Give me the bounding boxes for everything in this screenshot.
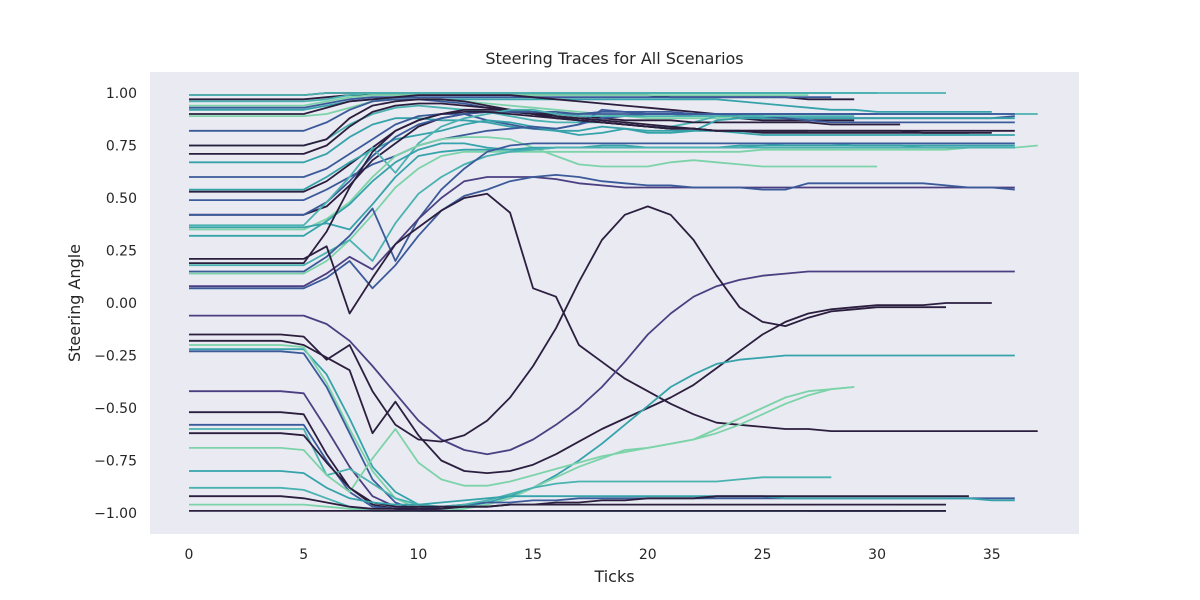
chart-title: Steering Traces for All Scenarios <box>485 49 743 68</box>
series-line-7 <box>189 98 992 113</box>
series-line-34 <box>189 302 992 475</box>
series-line-46 <box>189 495 969 510</box>
series-line-29 <box>189 173 1015 290</box>
series-line-4 <box>189 92 878 103</box>
x-tick-label: 10 <box>409 547 427 563</box>
series-line-17 <box>189 119 1015 191</box>
x-tick-label: 0 <box>185 547 194 563</box>
series-line-44 <box>189 470 1015 506</box>
x-axis-label: Ticks <box>593 567 634 586</box>
series-line-33 <box>189 205 946 443</box>
y-tick-label: −1.00 <box>94 506 137 522</box>
y-tick-label: 0.00 <box>106 296 137 312</box>
x-tick-label: 30 <box>868 547 886 563</box>
y-tick-label: 0.25 <box>106 244 137 260</box>
y-tick-label: −0.50 <box>94 401 137 417</box>
series-line-32 <box>189 270 1015 456</box>
series-line-21 <box>189 108 855 227</box>
series-line-6 <box>189 96 832 109</box>
x-tick-label: 35 <box>983 547 1001 563</box>
y-tick-label: 0.50 <box>106 191 137 207</box>
series-line-13 <box>189 102 901 155</box>
series-line-27 <box>189 142 1015 273</box>
series-line-36 <box>189 344 855 512</box>
series-line-30 <box>189 192 1038 433</box>
x-tick-label: 5 <box>299 547 308 563</box>
y-tick-label: 0.75 <box>106 139 137 155</box>
y-axis-label: Steering Angle <box>65 244 84 362</box>
series-line-14 <box>189 117 1015 164</box>
x-tick-label: 25 <box>754 547 772 563</box>
y-tick-labels: −1.00 −0.75 −0.50 −0.25 0.00 0.25 0.50 0.75 1.00 <box>94 86 137 522</box>
series-line-35 <box>189 348 1015 510</box>
series-line-42 <box>189 386 855 493</box>
y-tick-label: 1.00 <box>106 86 137 102</box>
x-tick-labels: 0 5 10 15 20 25 30 35 <box>185 547 1001 563</box>
x-tick-label: 15 <box>524 547 542 563</box>
series-layer <box>189 92 1038 512</box>
series-line-15 <box>189 108 1015 178</box>
series-line-28 <box>189 176 1015 288</box>
series-line-26 <box>189 146 1015 267</box>
series-line-41 <box>189 428 832 508</box>
y-tick-label: −0.75 <box>94 454 137 470</box>
series-line-31 <box>189 111 1015 265</box>
x-tick-label: 20 <box>639 547 657 563</box>
y-tick-label: −0.25 <box>94 349 137 365</box>
series-line-43 <box>189 432 946 508</box>
